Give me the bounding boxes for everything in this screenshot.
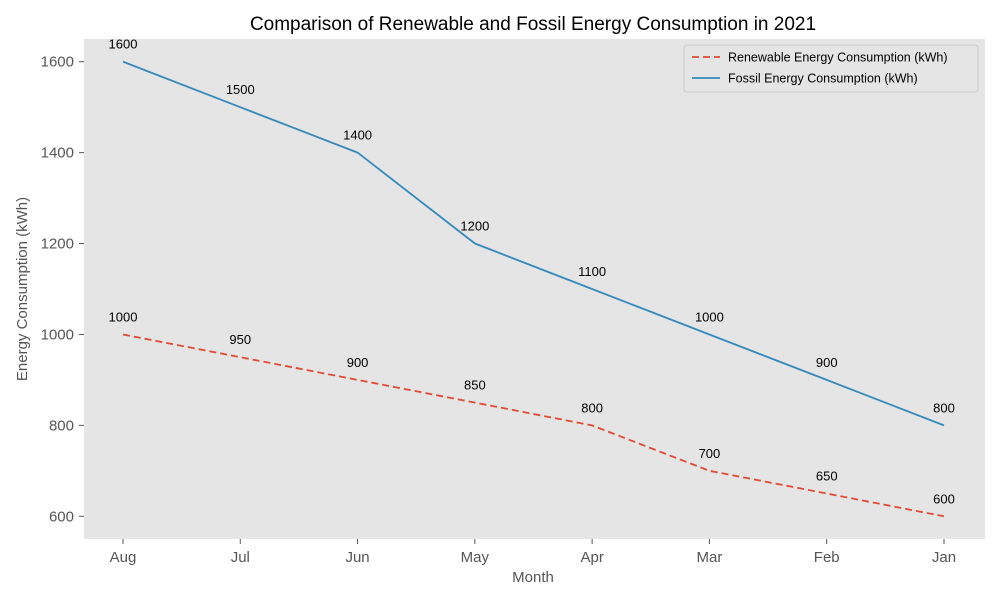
y-tick-label: 1400 (41, 145, 74, 162)
y-axis-label: Energy Consumption (kWh) (14, 197, 31, 381)
y-tick-label: 600 (49, 508, 74, 525)
chart-title: Comparison of Renewable and Fossil Energ… (250, 14, 816, 35)
x-axis: Aug Jul Jun May Apr Mar Feb Jan (110, 539, 956, 566)
data-label: 950 (229, 332, 251, 347)
data-labels: 1000 950 900 850 800 700 650 600 1600 1500 1400 120… (109, 37, 955, 507)
data-label: 700 (699, 446, 721, 461)
series-line-fossil (122, 60, 945, 427)
y-axis: 600 800 1000 1200 1400 1600 (41, 54, 84, 525)
legend-label-fossil: Fossil Energy Consumption (kWh) (728, 72, 918, 86)
x-tick-label: Jul (231, 549, 250, 566)
x-tick-label: Apr (580, 549, 603, 566)
x-tick-label: Jun (345, 549, 369, 566)
data-label: 1000 (695, 309, 724, 324)
x-tick-label: Aug (110, 549, 137, 566)
y-tick-label: 1600 (41, 54, 74, 71)
legend-box (683, 44, 979, 93)
data-label: 1500 (226, 82, 255, 97)
data-label: 650 (816, 469, 838, 484)
data-label: 1000 (109, 309, 138, 324)
data-label: 800 (581, 400, 603, 415)
y-tick-label: 1200 (41, 236, 74, 253)
data-label: 850 (464, 378, 486, 393)
series-layer (122, 60, 945, 518)
legend: Renewable Energy Consumption (kWh) Fossi… (683, 44, 979, 93)
data-label: 900 (816, 355, 838, 370)
x-axis-label: Month (512, 569, 554, 586)
x-tick-label: May (461, 549, 490, 566)
data-label: 1100 (578, 264, 606, 279)
data-label: 1400 (343, 128, 372, 143)
y-tick-label: 1000 (41, 326, 74, 343)
data-label: 1600 (109, 37, 138, 52)
data-label: 800 (933, 400, 955, 415)
data-label: 1200 (460, 219, 489, 234)
x-tick-label: Mar (697, 549, 723, 566)
data-label: 900 (347, 355, 369, 370)
y-tick-label: 800 (49, 417, 74, 434)
x-tick-label: Feb (814, 549, 840, 566)
plot-area (84, 39, 985, 539)
x-tick-label: Jan (932, 549, 956, 566)
data-label: 600 (933, 491, 955, 506)
series-line-renewable (122, 333, 945, 518)
legend-label-renewable: Renewable Energy Consumption (kWh) (728, 51, 948, 65)
